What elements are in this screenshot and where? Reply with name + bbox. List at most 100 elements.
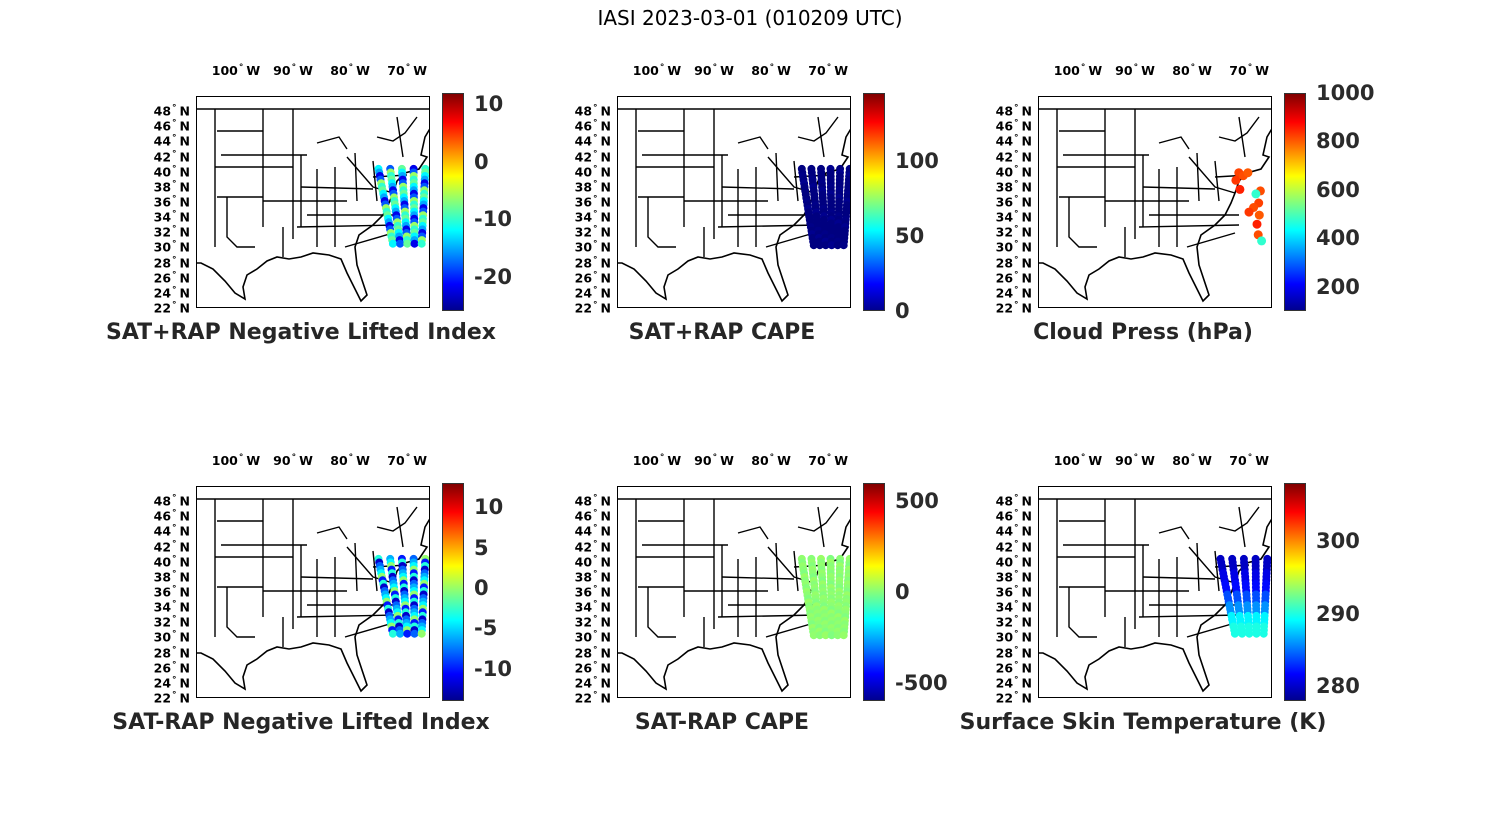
lat-tick-label: 28° N bbox=[153, 255, 190, 271]
state-border bbox=[1214, 160, 1220, 202]
obs-point bbox=[827, 241, 836, 250]
obs-point bbox=[388, 629, 397, 638]
obs-point bbox=[809, 241, 818, 250]
state-border bbox=[1158, 136, 1190, 150]
lat-tick-label: 40° N bbox=[574, 554, 611, 570]
state-border bbox=[717, 614, 819, 618]
coastline bbox=[197, 498, 429, 693]
lat-tick-label: 42° N bbox=[995, 539, 1032, 555]
colorbar-tick-label: 200 bbox=[1316, 274, 1360, 299]
colorbar-tick-label: 0 bbox=[474, 575, 489, 600]
lat-tick-label: 32° N bbox=[574, 614, 611, 630]
obs-point bbox=[1257, 236, 1267, 246]
us-map bbox=[197, 498, 429, 693]
obs-point bbox=[396, 629, 405, 638]
lat-tick-label: 28° N bbox=[995, 645, 1032, 661]
lat-tick-label: 22° N bbox=[153, 300, 190, 316]
colorbar-tick-label: -20 bbox=[474, 264, 512, 289]
lat-tick-label: 36° N bbox=[153, 584, 190, 600]
obs-point bbox=[388, 239, 397, 248]
lat-tick-label: 48° N bbox=[995, 493, 1032, 509]
obs-point bbox=[839, 631, 848, 640]
colorbar-tick-label: 10 bbox=[474, 495, 504, 520]
state-border bbox=[346, 546, 394, 584]
lat-tick-label: 34° N bbox=[574, 599, 611, 615]
colorbar-tick-label: 5 bbox=[474, 535, 489, 560]
lat-tick-label: 42° N bbox=[153, 149, 190, 165]
lon-tick-label: 100° W bbox=[632, 453, 682, 468]
lat-tick-label: 36° N bbox=[574, 194, 611, 210]
state-border bbox=[1068, 587, 1097, 638]
lat-tick-label: 24° N bbox=[574, 285, 611, 301]
lon-tick-label: 80° W bbox=[1172, 63, 1212, 78]
obs-point bbox=[396, 239, 405, 248]
lon-tick-label: 90° W bbox=[1115, 453, 1155, 468]
lat-tick-label: 26° N bbox=[574, 660, 611, 676]
lat-tick-label: 26° N bbox=[153, 270, 190, 286]
lat-tick-label: 22° N bbox=[574, 690, 611, 706]
colorbar-tick-label: 0 bbox=[895, 580, 910, 604]
lat-tick-label: 42° N bbox=[995, 149, 1032, 165]
obs-point bbox=[809, 631, 818, 640]
lon-tick-label: 80° W bbox=[330, 453, 370, 468]
state-border bbox=[354, 542, 358, 592]
lat-tick-label: 40° N bbox=[574, 164, 611, 180]
lat-tick-label: 34° N bbox=[153, 209, 190, 225]
colorbar-tick-label: 600 bbox=[1316, 177, 1360, 202]
obs-point bbox=[1252, 219, 1262, 229]
lat-tick-label: 44° N bbox=[995, 133, 1032, 149]
obs-point bbox=[815, 241, 824, 250]
obs-point bbox=[1235, 184, 1245, 194]
lat-tick-label: 46° N bbox=[574, 118, 611, 134]
lat-tick-label: 38° N bbox=[153, 569, 190, 585]
state-border bbox=[1186, 232, 1236, 248]
state-border bbox=[1196, 542, 1200, 592]
lat-tick-label: 42° N bbox=[574, 539, 611, 555]
lat-tick-label: 26° N bbox=[574, 270, 611, 286]
state-border bbox=[1142, 186, 1216, 190]
lat-tick-label: 24° N bbox=[574, 675, 611, 691]
colorbar-tick-label: 400 bbox=[1316, 226, 1360, 251]
state-border bbox=[300, 576, 374, 580]
map-plot-area bbox=[617, 96, 851, 308]
lat-tick-label: 28° N bbox=[995, 255, 1032, 271]
colorbar-tick-label: 300 bbox=[1316, 529, 1360, 554]
state-border bbox=[376, 116, 418, 142]
lat-tick-label: 28° N bbox=[574, 255, 611, 271]
lat-tick-label: 36° N bbox=[153, 194, 190, 210]
obs-point bbox=[1244, 207, 1254, 217]
colorbar-tick-label: 280 bbox=[1316, 674, 1360, 699]
lon-tick-label: 90° W bbox=[694, 63, 734, 78]
lat-tick-label: 30° N bbox=[574, 629, 611, 645]
lat-tick-label: 28° N bbox=[574, 645, 611, 661]
state-border bbox=[1188, 546, 1236, 584]
lon-tick-label: 90° W bbox=[273, 453, 313, 468]
colorbar-tick-label: 1000 bbox=[1316, 81, 1375, 105]
state-border bbox=[296, 614, 398, 618]
obs-point bbox=[1243, 168, 1253, 178]
colorbar-tick-label: 0 bbox=[895, 299, 910, 323]
state-border bbox=[396, 506, 404, 548]
lon-tick-label: 100° W bbox=[1053, 453, 1103, 468]
figure-title: IASI 2023-03-01 (010209 UTC) bbox=[597, 6, 903, 30]
state-border bbox=[717, 224, 819, 228]
colorbar bbox=[442, 483, 464, 701]
coastline bbox=[1039, 108, 1271, 303]
state-border bbox=[354, 152, 358, 202]
lat-tick-label: 44° N bbox=[153, 523, 190, 539]
lat-tick-label: 46° N bbox=[995, 508, 1032, 524]
obs-point bbox=[1230, 629, 1239, 638]
colorbar bbox=[1284, 483, 1306, 701]
lon-tick-label: 100° W bbox=[211, 453, 261, 468]
state-border bbox=[1218, 506, 1260, 532]
obs-point bbox=[821, 241, 830, 250]
state-border bbox=[1214, 550, 1220, 592]
obs-point bbox=[821, 631, 830, 640]
state-border bbox=[775, 152, 779, 202]
state-border bbox=[396, 116, 404, 158]
lat-tick-label: 30° N bbox=[153, 239, 190, 255]
state-border bbox=[300, 186, 374, 190]
colorbar-tick-label: -5 bbox=[474, 616, 498, 641]
lat-tick-label: 30° N bbox=[995, 629, 1032, 645]
lat-tick-label: 22° N bbox=[153, 690, 190, 706]
